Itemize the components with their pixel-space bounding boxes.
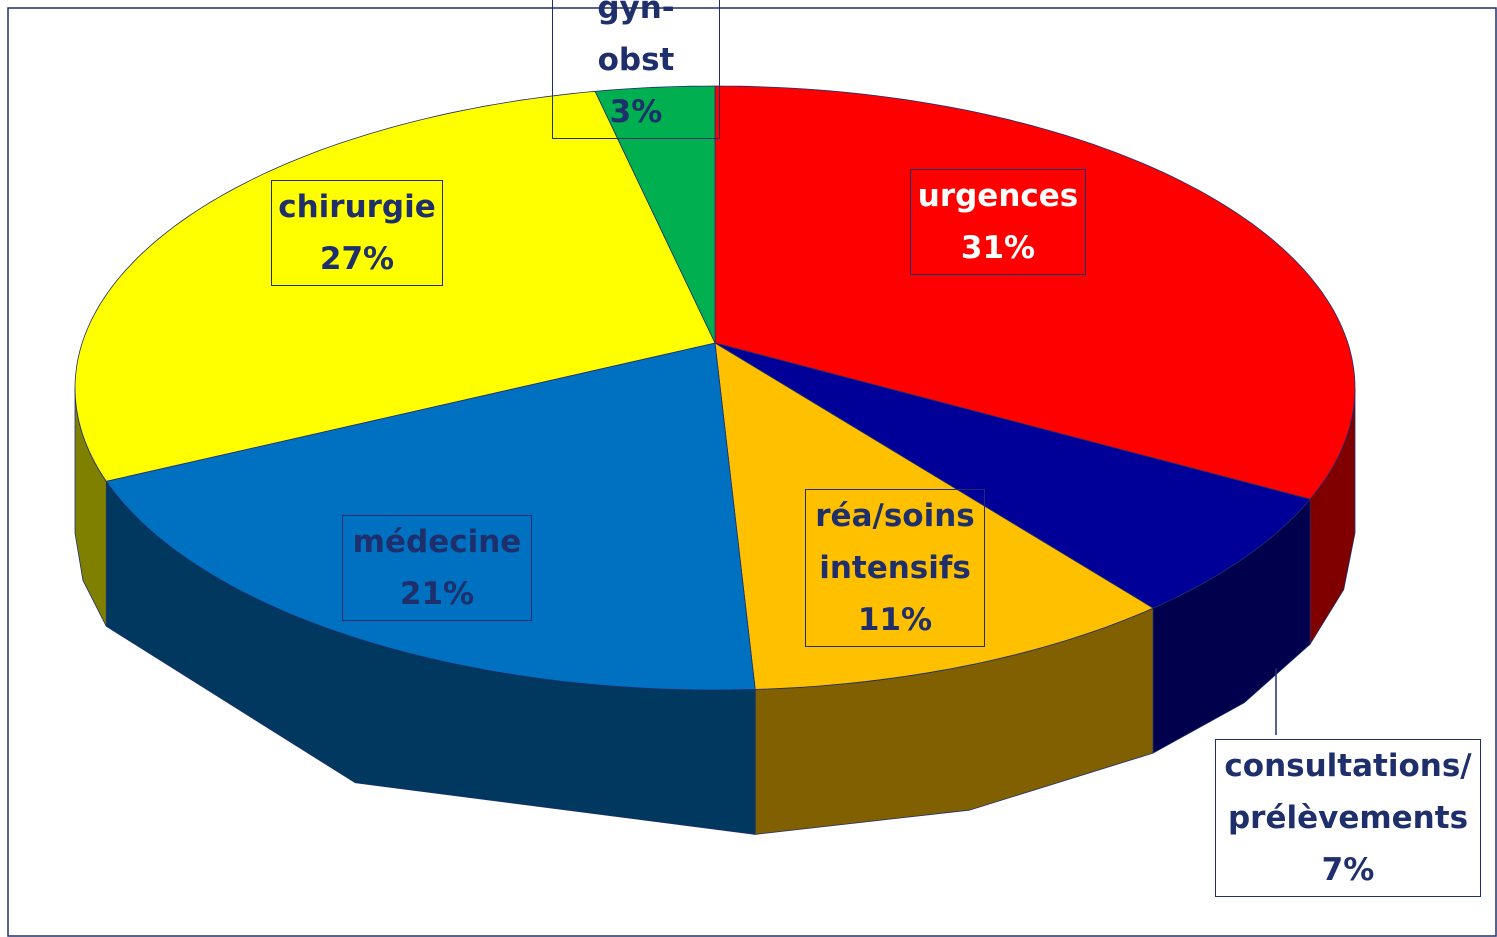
label-text: 7% <box>1321 852 1375 888</box>
data-label: médecine 21% <box>342 515 532 621</box>
slice <box>105 342 756 691</box>
data-label: réa/soins intensifs 11% <box>805 489 985 647</box>
label-text: urgences <box>917 178 1079 214</box>
chart-border <box>7 7 1497 937</box>
slice <box>74 90 716 482</box>
slice <box>714 85 1356 500</box>
label-text: chirurgie <box>278 189 436 225</box>
label-text: médecine <box>352 524 522 560</box>
label-text: 21% <box>399 576 475 612</box>
label-text: consultations/ prélèvements <box>1224 748 1472 836</box>
slice <box>714 342 1311 609</box>
data-label: consultations/ prélèvements 7% <box>1215 739 1481 897</box>
data-label: chirurgie 27% <box>271 180 443 286</box>
data-label: urgences 31% <box>910 169 1086 275</box>
label-text: réa/soins intensifs <box>815 498 975 586</box>
data-label: gyn-obst 3% <box>552 0 720 139</box>
label-text: 11% <box>857 602 933 638</box>
label-text: gyn-obst <box>597 0 675 78</box>
label-text: 3% <box>609 94 663 130</box>
slice <box>714 342 1154 690</box>
slice <box>594 85 716 344</box>
label-text: 27% <box>319 241 395 277</box>
label-text: 31% <box>960 230 1036 266</box>
